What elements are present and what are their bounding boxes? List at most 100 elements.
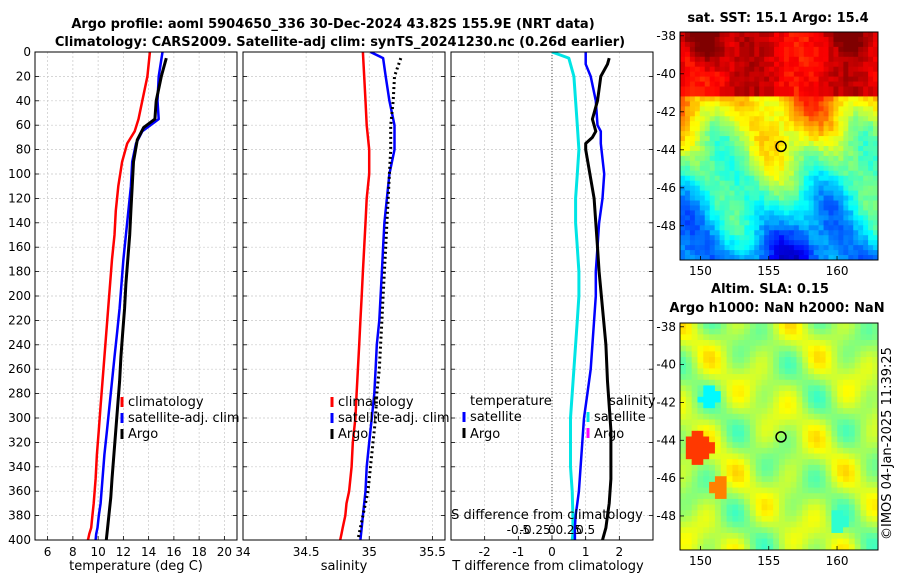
map-cell	[719, 111, 725, 117]
map-cell	[818, 66, 824, 73]
map-cell	[828, 86, 834, 92]
map-cell	[848, 351, 856, 358]
map-cell	[744, 220, 750, 226]
map-cell	[680, 419, 687, 426]
map-cell	[769, 165, 775, 172]
map-cell	[738, 402, 745, 409]
map-cell	[853, 225, 859, 231]
map-cell	[703, 408, 710, 415]
map-cell	[724, 131, 730, 137]
map-cell	[803, 220, 810, 226]
map-cell	[813, 141, 819, 147]
map-cell	[813, 41, 819, 48]
map-cell	[724, 121, 730, 127]
map-cell	[854, 453, 861, 460]
map-cell	[779, 36, 785, 43]
map-cell	[788, 200, 795, 206]
map-cell	[819, 532, 826, 540]
map-cell	[729, 165, 735, 172]
map-cell	[761, 374, 768, 381]
map-y-tick-label: -38	[656, 320, 676, 334]
map-cell	[720, 481, 727, 488]
map-cell	[773, 510, 780, 517]
map-cell	[755, 487, 762, 494]
map-cell	[788, 51, 795, 58]
map-cell	[860, 368, 867, 375]
map-cell	[848, 180, 854, 187]
map-cell	[833, 66, 839, 73]
map-cell	[773, 493, 780, 500]
map-cell	[872, 328, 879, 335]
map-cell	[779, 185, 785, 192]
map-cell	[843, 487, 850, 494]
map-cell	[699, 76, 706, 82]
map-cell	[724, 36, 730, 43]
map-cell	[779, 210, 785, 216]
map-cell	[680, 459, 687, 466]
map-cell	[744, 56, 750, 63]
map-cell	[872, 487, 879, 494]
map-cell	[709, 41, 716, 48]
map-cell	[749, 544, 757, 551]
map-cell	[749, 419, 757, 426]
map-cell	[818, 215, 824, 221]
map-cell	[704, 205, 711, 211]
map-cell	[788, 185, 795, 192]
map-cell	[769, 36, 775, 43]
map-cell	[759, 101, 765, 107]
map-cell	[868, 170, 874, 177]
map-cell	[703, 481, 710, 488]
map-cell	[720, 345, 727, 352]
map-cell	[749, 532, 757, 540]
map-cell	[863, 160, 869, 167]
map-cell	[767, 408, 774, 415]
map-cell	[854, 498, 861, 505]
map-cell	[704, 175, 711, 182]
map-cell	[764, 81, 770, 87]
map-cell	[784, 425, 792, 432]
map-cell	[680, 190, 686, 196]
map-cell	[793, 91, 800, 97]
map-cell	[755, 538, 762, 545]
map-cell	[788, 56, 795, 63]
map-cell	[734, 255, 740, 261]
map-cell	[823, 61, 829, 68]
map-cell	[732, 408, 739, 415]
map-cell	[783, 160, 790, 167]
map-cell	[734, 240, 740, 246]
map-cell	[860, 493, 867, 500]
map-cell	[724, 126, 730, 132]
map-cell	[699, 185, 706, 192]
map-cell	[798, 180, 805, 187]
map-cell	[720, 442, 727, 449]
map-cell	[802, 510, 809, 517]
map-cell	[729, 255, 735, 261]
map-cell	[689, 220, 696, 226]
map-cell	[823, 165, 829, 172]
map-cell	[732, 334, 739, 341]
map-cell	[819, 464, 826, 471]
map-cell	[779, 521, 786, 528]
map-cell	[843, 436, 850, 443]
map-cell	[720, 402, 727, 409]
map-cell	[825, 368, 832, 375]
map-cell	[724, 66, 730, 73]
map-cell	[759, 150, 765, 157]
map-cell	[697, 510, 704, 517]
map-cell	[790, 357, 797, 364]
map-cell	[863, 210, 869, 216]
map-cell	[774, 175, 780, 182]
map-cell	[790, 464, 797, 471]
map-cell	[691, 334, 698, 341]
map-cell	[818, 32, 824, 38]
map-cell	[738, 510, 745, 517]
map-cell	[694, 101, 701, 107]
map-cell	[788, 155, 795, 162]
map-cell	[813, 481, 821, 488]
x-tick-label: 34	[235, 545, 250, 559]
map-cell	[703, 459, 710, 466]
map-cell	[790, 515, 797, 523]
map-cell	[774, 170, 780, 177]
map-cell	[813, 459, 821, 466]
map-cell	[769, 200, 775, 206]
